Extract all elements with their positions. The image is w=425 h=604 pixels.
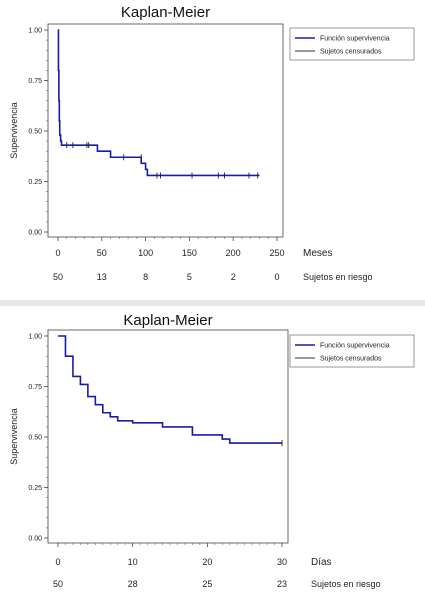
risk-table-label: Sujetos en riesgo <box>311 579 381 589</box>
y-tick-label: 0.25 <box>28 485 42 492</box>
x-tick-label: 0 <box>55 248 60 258</box>
y-tick-label: 0.75 <box>28 78 42 85</box>
risk-count: 25 <box>202 579 212 589</box>
y-axis-label: Supervivencia <box>9 102 19 159</box>
plot-area <box>47 329 289 544</box>
survival-curve <box>58 335 282 444</box>
risk-count: 8 <box>143 272 148 282</box>
plot-area <box>47 23 284 238</box>
x-tick-label: 0 <box>55 557 60 567</box>
risk-table-label: Sujetos en riesgo <box>303 272 373 282</box>
y-tick-label: 1.00 <box>28 334 42 341</box>
x-tick-label: 100 <box>138 248 153 258</box>
y-tick-label: 0.75 <box>28 384 42 391</box>
risk-count: 5 <box>187 272 192 282</box>
x-tick-label: 30 <box>277 557 287 567</box>
legend-label-censored: Sujetos censurados <box>320 356 382 363</box>
x-tick-label: 20 <box>202 557 212 567</box>
y-tick-label: 0.25 <box>28 179 42 186</box>
y-tick-label: 0.50 <box>28 129 42 136</box>
legend-label-censored: Sujetos censurados <box>320 49 382 56</box>
x-tick-label: 10 <box>128 557 138 567</box>
risk-count: 28 <box>128 579 138 589</box>
y-tick-label: 1.00 <box>28 28 42 35</box>
legend-label-survival: Función supervivencia <box>320 343 390 350</box>
risk-count: 0 <box>274 272 279 282</box>
x-axis-label: Meses <box>303 248 332 259</box>
km-chart-panel-dias: Kaplan-Meier 0.00 0.25 0.50 0.75 1.00 Superviv… <box>0 306 425 604</box>
legend-box <box>289 334 415 368</box>
y-tick-label: 0.00 <box>28 536 42 543</box>
risk-count: 50 <box>53 579 63 589</box>
x-tick-label: 200 <box>226 248 241 258</box>
risk-count: 23 <box>277 579 287 589</box>
km-chart-meses: Kaplan-Meier 0.00 0.25 0.50 0.75 1.00 Superviv… <box>9 4 415 282</box>
x-tick-label: 50 <box>97 248 107 258</box>
survival-curve <box>57 29 260 177</box>
y-tick-label: 0.00 <box>28 230 42 237</box>
chart-title: Kaplan-Meier <box>121 4 210 21</box>
km-chart-dias: Kaplan-Meier 0.00 0.25 0.50 0.75 1.00 Superviv… <box>9 312 415 589</box>
risk-count: 2 <box>231 272 236 282</box>
legend-label-survival: Función supervivencia <box>320 36 390 43</box>
risk-count: 50 <box>53 272 63 282</box>
x-axis-label: Días <box>311 557 332 568</box>
y-axis-label: Supervivencia <box>9 408 19 465</box>
x-tick-label: 150 <box>182 248 197 258</box>
legend-box <box>289 27 415 61</box>
chart-title: Kaplan-Meier <box>123 312 212 329</box>
risk-count: 13 <box>97 272 107 282</box>
x-tick-label: 250 <box>269 248 284 258</box>
y-tick-label: 0.50 <box>28 435 42 442</box>
panel-separator <box>0 300 425 306</box>
km-chart-panel-meses: Kaplan-Meier 0.00 0.25 0.50 0.75 1.00 Superviv… <box>0 0 425 300</box>
